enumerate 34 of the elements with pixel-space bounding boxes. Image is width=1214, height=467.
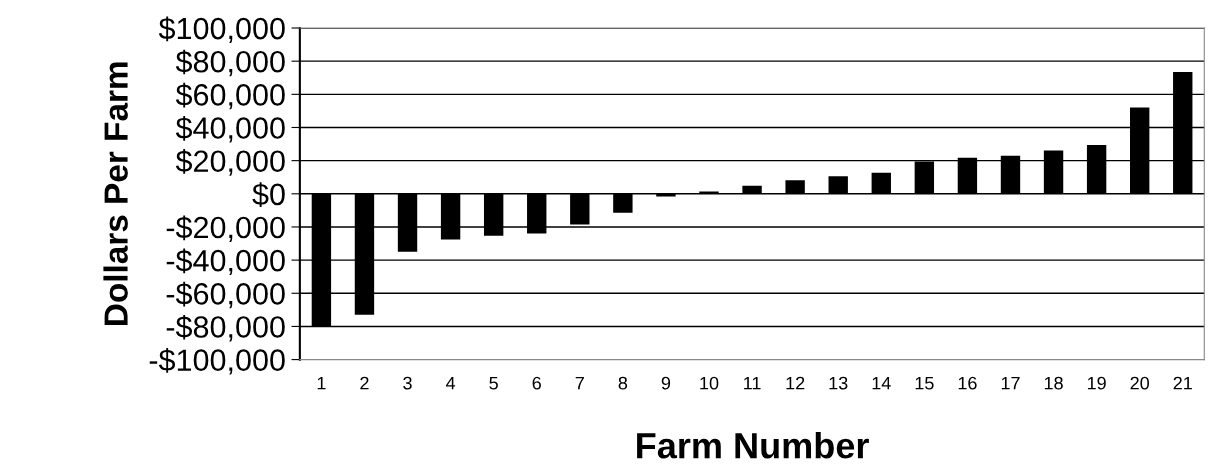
x-tick-label: 15: [915, 376, 934, 390]
x-tick-label: 9: [661, 376, 671, 390]
x-tick-label: 19: [1087, 376, 1106, 390]
x-tick-label: 13: [829, 376, 848, 390]
x-tick-label: 6: [532, 376, 541, 390]
x-tick-label: 5: [489, 376, 498, 390]
x-tick-label: 3: [403, 376, 412, 390]
y-tick-label: -$80,000: [166, 314, 285, 342]
x-tick-label: 1: [317, 376, 326, 390]
x-tick-label: 14: [872, 376, 891, 390]
y-tick-label: $20,000: [175, 149, 285, 176]
x-tick-label: 4: [445, 376, 456, 390]
y-tick-label: $0: [252, 182, 285, 207]
x-tick-label: 7: [575, 376, 584, 390]
x-axis-title: Farm Number: [637, 431, 869, 459]
y-tick-label: -$20,000: [166, 215, 285, 242]
y-tick-label: -$60,000: [166, 281, 285, 309]
x-tick-label: 16: [958, 376, 977, 390]
x-tick-label: 21: [1173, 376, 1192, 390]
y-axis-title: Dollars Per Farm: [103, 62, 128, 325]
y-tick-label: -$40,000: [166, 248, 285, 276]
x-tick-label: 2: [360, 376, 369, 390]
y-tick-label: $100,000: [158, 16, 285, 43]
x-tick-label: 10: [700, 376, 719, 390]
y-tick-label: $40,000: [175, 115, 285, 143]
x-tick-label: 12: [786, 376, 805, 390]
y-tick-label: $80,000: [175, 49, 285, 77]
x-tick-label: 18: [1044, 376, 1063, 390]
x-tick-label: 20: [1130, 376, 1150, 390]
x-tick-label: 11: [744, 376, 761, 390]
x-tick-label: 17: [1001, 376, 1020, 390]
x-tick-label: 8: [618, 376, 628, 390]
y-tick-label: -$100,000: [149, 348, 285, 375]
y-tick-label: $60,000: [175, 82, 285, 110]
